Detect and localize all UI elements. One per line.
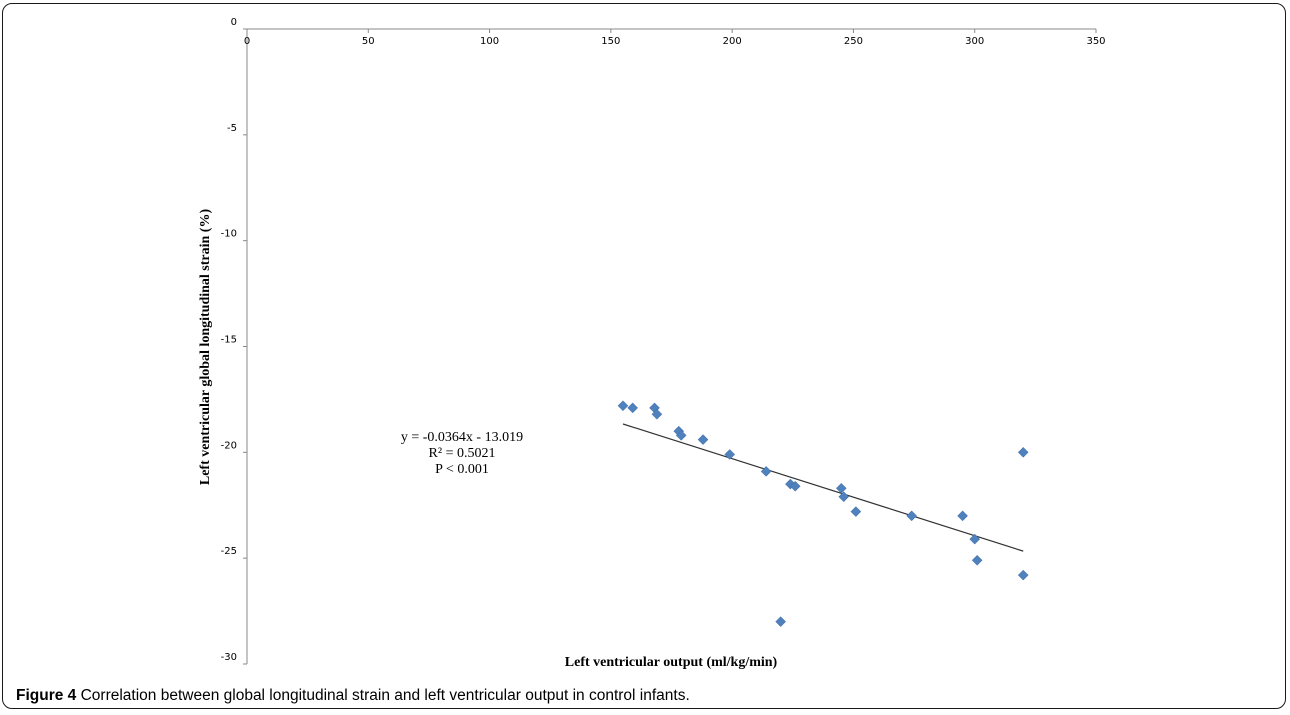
x-axis-label: Left ventricular output (ml/kg/min) [565, 655, 778, 670]
data-point [971, 554, 983, 566]
data-point [651, 408, 663, 420]
caption-label: Figure 4 [16, 687, 77, 704]
data-points [617, 400, 1029, 628]
x-tick-label: 100 [480, 36, 499, 47]
data-point [850, 506, 862, 517]
y-tick-label: -10 [221, 229, 237, 240]
y-tick-label: -30 [221, 652, 237, 663]
data-point [789, 480, 801, 492]
y-tick-label: 0 [231, 17, 237, 28]
data-point [838, 491, 850, 503]
x-tick-label: 250 [844, 36, 863, 47]
data-point [906, 510, 917, 522]
tick-labels: 0 50 100 150 200 250 300 350 0 -5 -10 -15 -20 -25 -30 [221, 17, 1106, 663]
data-point [835, 482, 847, 494]
axes [243, 28, 1097, 665]
y-tick-label: -5 [227, 123, 237, 134]
data-point [675, 430, 687, 441]
x-tick-label: 50 [362, 36, 375, 47]
annotation-line: y = -0.0364x - 13.019 [401, 430, 523, 445]
data-point [627, 402, 639, 414]
caption-text: Correlation between global longitudinal … [80, 687, 690, 704]
data-point [775, 616, 787, 628]
data-point [1017, 446, 1029, 458]
trendline [622, 423, 1024, 552]
y-tick-label: -15 [221, 335, 237, 346]
x-tick-label: 0 [244, 36, 250, 47]
data-point [969, 533, 981, 545]
annotation-line: R² = 0.5021 [429, 446, 496, 461]
x-tick-label: 300 [965, 36, 984, 47]
data-point [617, 400, 629, 412]
data-point [760, 466, 772, 477]
figure-frame [2, 3, 1286, 709]
figure-caption: Figure 4 Correlation between global long… [16, 687, 690, 705]
data-point [1017, 569, 1029, 581]
y-axis-label: Left ventricular global longitudinal str… [198, 209, 213, 486]
data-point [957, 510, 968, 522]
annotation-line: P < 0.001 [435, 462, 489, 477]
y-tick-label: -25 [221, 546, 237, 557]
x-tick-label: 200 [723, 36, 742, 47]
data-point [724, 449, 736, 460]
x-tick-label: 150 [601, 36, 620, 47]
data-point [697, 434, 709, 445]
x-tick-label: 350 [1086, 36, 1105, 47]
y-tick-label: -20 [221, 440, 237, 451]
